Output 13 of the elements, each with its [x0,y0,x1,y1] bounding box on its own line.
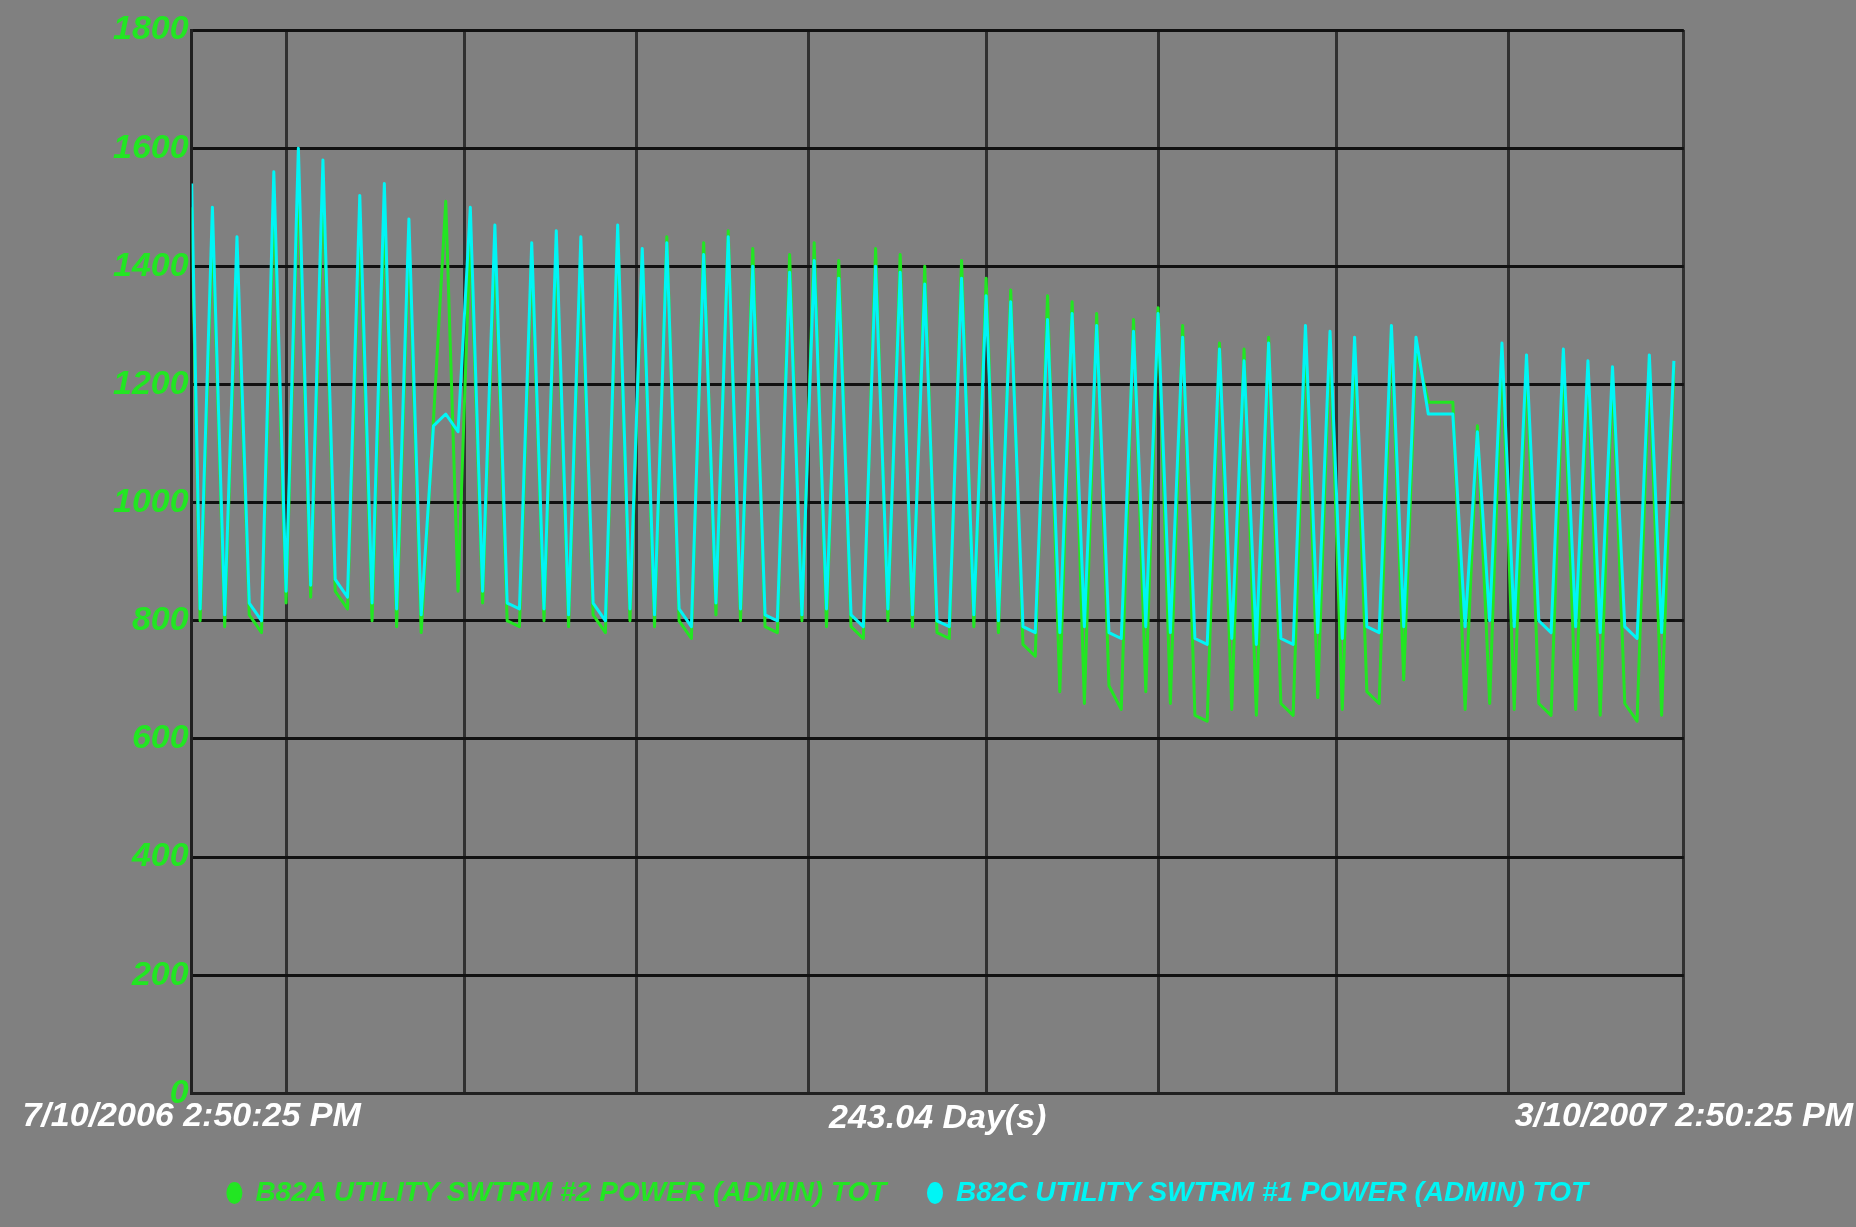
legend-label: B82A UTILITY SWTRM #2 POWER (ADMIN) TOT [255,1175,890,1207]
y-tick-label: 400 [130,835,189,874]
y-tick-label: 600 [131,717,189,756]
x-axis-title: 243.04 Day(s) [828,1096,1047,1135]
y-tick-label: 1000 [113,481,189,519]
y-tick-label: 1600 [113,126,189,165]
y-tick-label: 1800 [113,8,189,47]
legend-label: B82C UTILITY SWTRM #1 POWER (ADMIN) TOT [956,1175,1591,1207]
y-tick-label: 1400 [113,244,189,283]
x-tick-label: 3/10/2007 2:50:25 PM [1514,1095,1854,1134]
y-tick-label: 200 [130,953,189,992]
y-tick-label: 1200 [113,362,189,401]
y-tick-label: 800 [131,599,189,638]
